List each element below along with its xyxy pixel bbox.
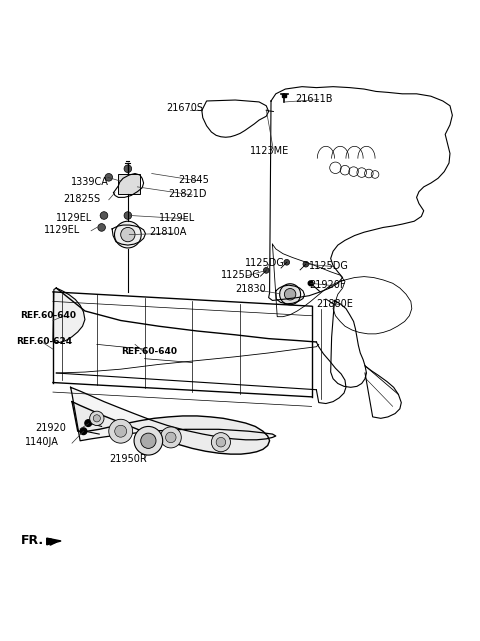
Text: 21920: 21920 xyxy=(35,423,66,433)
Text: FR.: FR. xyxy=(21,535,44,547)
Bar xyxy=(118,174,140,194)
Text: 21821D: 21821D xyxy=(168,189,207,199)
Circle shape xyxy=(284,260,289,265)
Text: 21950R: 21950R xyxy=(109,454,146,464)
Circle shape xyxy=(120,228,135,242)
Text: REF.60-640: REF.60-640 xyxy=(21,312,76,320)
Polygon shape xyxy=(71,387,276,441)
Circle shape xyxy=(115,221,141,248)
Text: 1125DG: 1125DG xyxy=(221,270,261,280)
Polygon shape xyxy=(47,538,61,545)
Circle shape xyxy=(216,437,226,447)
Circle shape xyxy=(115,425,127,437)
Circle shape xyxy=(280,284,300,304)
Text: 21670S: 21670S xyxy=(166,103,203,113)
Circle shape xyxy=(308,281,313,286)
Circle shape xyxy=(93,415,100,422)
Text: REF.60-624: REF.60-624 xyxy=(16,337,72,347)
Text: 1129EL: 1129EL xyxy=(56,213,93,223)
Circle shape xyxy=(109,419,132,443)
Circle shape xyxy=(85,420,92,426)
Text: 1140JA: 1140JA xyxy=(25,437,59,447)
Text: 21880E: 21880E xyxy=(316,299,353,309)
Text: 21845: 21845 xyxy=(178,175,209,185)
Text: 1125DG: 1125DG xyxy=(309,261,349,271)
Circle shape xyxy=(124,165,132,172)
Text: 21810A: 21810A xyxy=(149,227,187,237)
Text: 1125DG: 1125DG xyxy=(245,258,285,268)
Circle shape xyxy=(105,174,113,181)
Circle shape xyxy=(264,267,269,273)
Polygon shape xyxy=(72,402,270,454)
Text: 1129EL: 1129EL xyxy=(159,213,195,223)
Text: 21825S: 21825S xyxy=(63,194,100,204)
Text: 21830: 21830 xyxy=(235,285,266,294)
Text: 1129EL: 1129EL xyxy=(44,225,81,235)
Circle shape xyxy=(134,426,163,455)
Circle shape xyxy=(211,433,230,452)
Circle shape xyxy=(100,212,108,219)
Circle shape xyxy=(303,262,309,267)
Circle shape xyxy=(141,433,156,449)
Text: 21611B: 21611B xyxy=(295,94,332,104)
Circle shape xyxy=(98,224,106,231)
Circle shape xyxy=(124,212,132,219)
Text: 1123ME: 1123ME xyxy=(250,146,289,156)
Polygon shape xyxy=(53,288,85,342)
Bar xyxy=(282,94,286,97)
Circle shape xyxy=(284,288,296,300)
Circle shape xyxy=(90,411,104,426)
Circle shape xyxy=(160,427,181,448)
Text: REF.60-640: REF.60-640 xyxy=(120,347,177,356)
Text: 1339CA: 1339CA xyxy=(71,177,108,187)
Text: 21920F: 21920F xyxy=(309,279,346,290)
Circle shape xyxy=(166,432,176,443)
Circle shape xyxy=(80,428,87,435)
